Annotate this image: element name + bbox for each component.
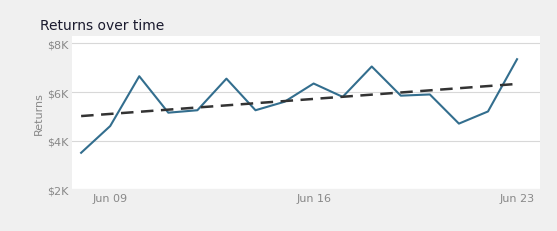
Y-axis label: Returns: Returns — [34, 92, 44, 134]
Text: Returns over time: Returns over time — [40, 19, 164, 33]
